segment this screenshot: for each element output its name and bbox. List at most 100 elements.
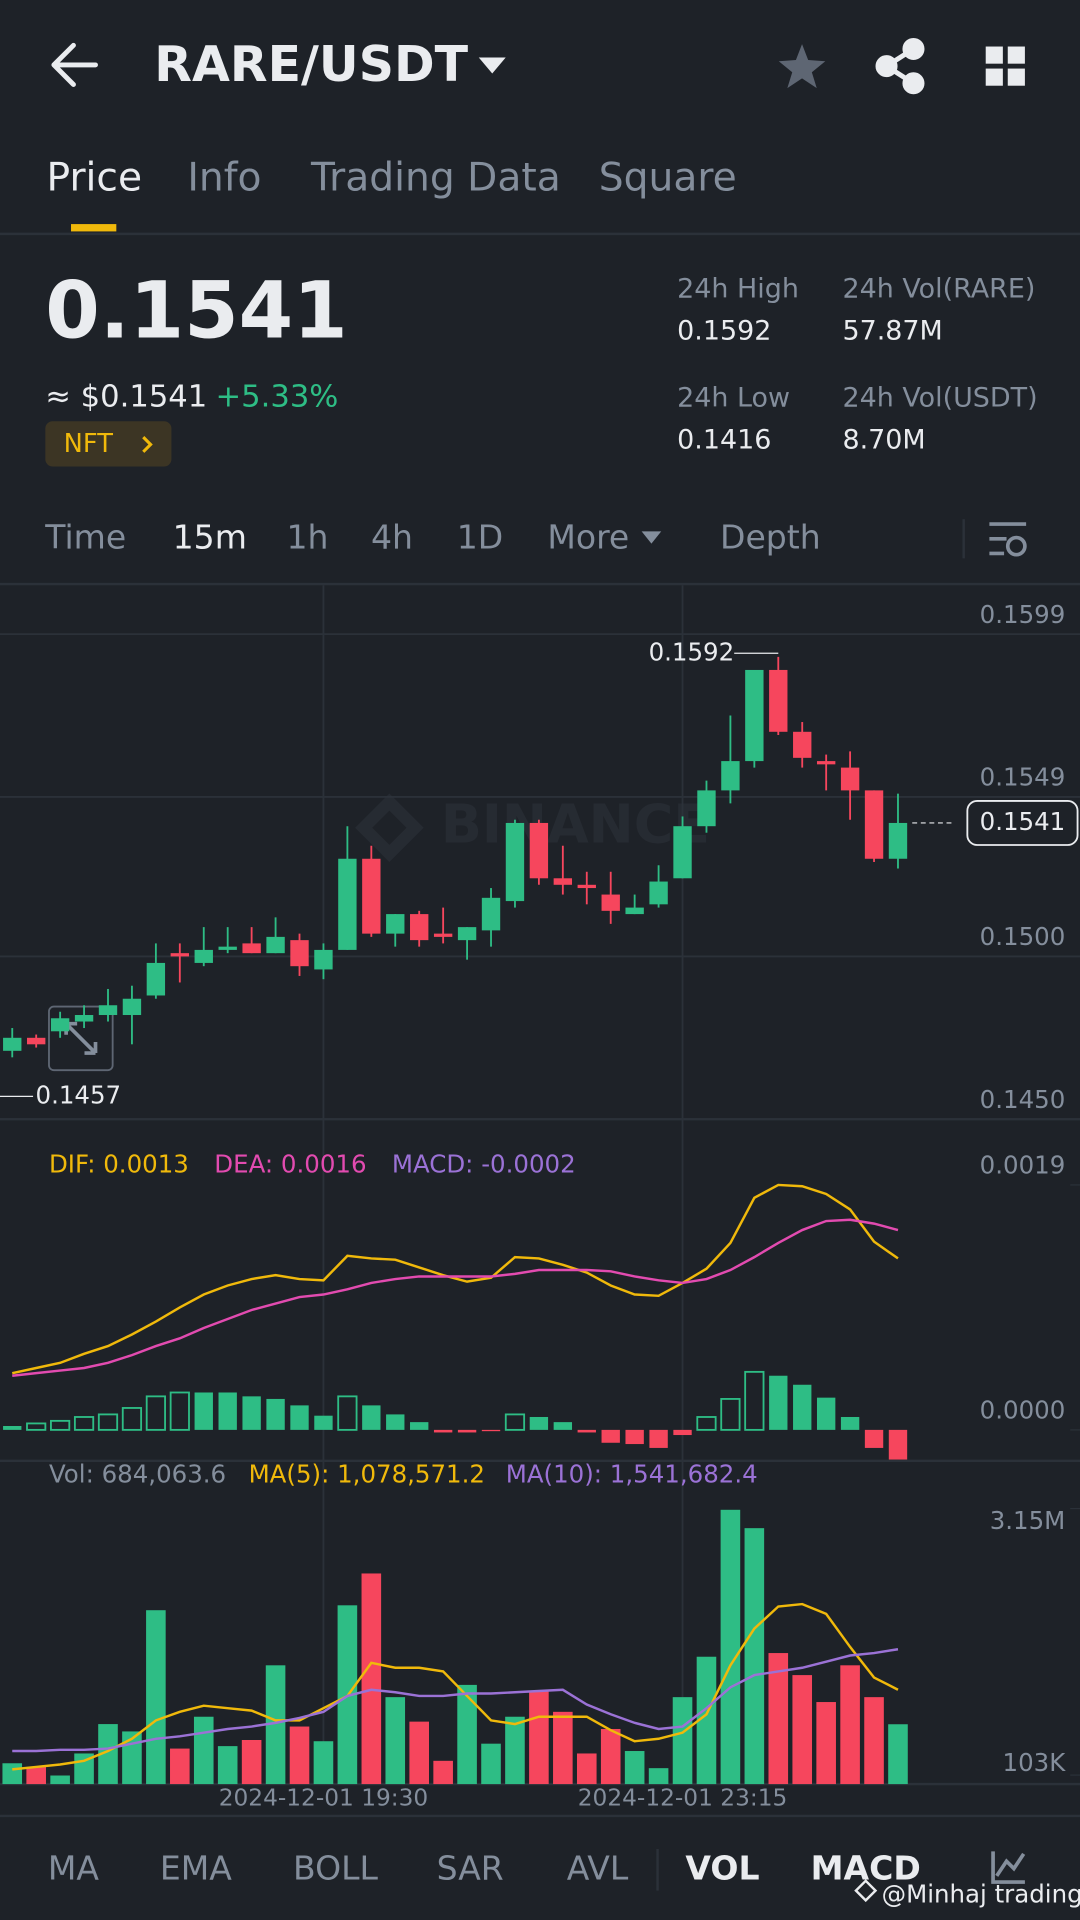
- volume-bar: [505, 1716, 525, 1785]
- macd-bar: [218, 1392, 237, 1430]
- y-tick-label: 0.1450: [980, 1085, 1066, 1114]
- candle-body: [505, 822, 525, 902]
- volume-bar: [744, 1528, 765, 1785]
- macd-bar: [625, 1429, 644, 1445]
- tab[interactable]: Square: [599, 156, 737, 201]
- volume-bar: [816, 1702, 836, 1785]
- volume-bar: [672, 1697, 693, 1785]
- macd-bar: [121, 1407, 143, 1431]
- watermark-text: BINANCE: [441, 792, 710, 855]
- back-button[interactable]: [51, 42, 98, 87]
- indicator[interactable]: BOLL: [293, 1848, 379, 1887]
- macd-bar: [457, 1429, 477, 1433]
- volume-bar: [50, 1775, 70, 1785]
- macd-bar: [744, 1370, 765, 1431]
- pair-title[interactable]: RARE/USDT: [154, 36, 468, 93]
- volume-bar: [553, 1711, 573, 1785]
- tag-badge[interactable]: [45, 421, 172, 467]
- share-icon[interactable]: [875, 37, 925, 95]
- macd-bar: [888, 1429, 908, 1460]
- macd-bar: [504, 1413, 526, 1431]
- macd-line: [11, 1183, 899, 1375]
- macd-bar: [26, 1422, 47, 1431]
- stat-value: 57.87M: [842, 315, 942, 346]
- approx-price: ≈ $0.1541: [45, 379, 207, 414]
- volume-bar: [98, 1724, 118, 1785]
- volume-bar: [696, 1656, 717, 1785]
- macd-bar: [696, 1416, 717, 1431]
- interval[interactable]: More: [547, 517, 629, 556]
- macd-bar: [73, 1416, 95, 1431]
- macd-bar: [337, 1395, 358, 1431]
- volume-bar: [409, 1721, 429, 1785]
- candle-body: [816, 761, 836, 765]
- macd-bar: [529, 1416, 549, 1430]
- candle-body: [721, 761, 740, 791]
- macd-bar: [362, 1405, 381, 1430]
- macd-bar: [793, 1384, 812, 1430]
- indicator[interactable]: SAR: [437, 1848, 504, 1887]
- volume-bar: [600, 1728, 621, 1785]
- volume-legend: Vol: 684,063.6: [49, 1460, 226, 1489]
- favorite-icon[interactable]: [778, 44, 826, 89]
- interval[interactable]: Depth: [720, 517, 821, 556]
- macd-bar: [194, 1392, 213, 1430]
- volume-bar: [792, 1675, 813, 1785]
- volume-bar: [289, 1726, 310, 1785]
- pair-dropdown[interactable]: [478, 57, 506, 74]
- tag-label[interactable]: NFT: [64, 429, 114, 459]
- macd-line: [12, 1218, 899, 1377]
- volume-bar: [576, 1753, 597, 1785]
- legend-entry: MACD: -0.0002: [392, 1150, 576, 1179]
- tab[interactable]: Trading Data: [310, 156, 561, 201]
- candle-body: [266, 936, 285, 954]
- macd-bar: [410, 1422, 429, 1430]
- macd-bar: [577, 1429, 596, 1433]
- indicator[interactable]: MA: [48, 1848, 100, 1887]
- volume-bar: [193, 1716, 214, 1785]
- candle-body: [529, 822, 549, 879]
- volume-bar: [170, 1748, 190, 1785]
- last-price: 0.1541: [45, 265, 347, 356]
- legend-entry: MA(5): 1,078,571.2: [249, 1460, 485, 1489]
- macd-bar: [290, 1405, 309, 1430]
- candle-body: [410, 914, 429, 941]
- stat-value: 0.1592: [677, 315, 771, 346]
- volume-bar: [481, 1743, 501, 1785]
- interval[interactable]: 1h: [287, 517, 329, 556]
- candle-body: [864, 790, 884, 859]
- price-change: +5.33%: [216, 379, 339, 414]
- interval[interactable]: Time: [44, 517, 126, 556]
- macd-bar: [864, 1429, 884, 1448]
- indicator[interactable]: VOL: [685, 1848, 759, 1887]
- candle-body: [3, 1037, 22, 1051]
- y-tick-label: 0.1599: [980, 600, 1066, 629]
- volume-bar: [217, 1746, 238, 1785]
- macd-bar: [769, 1375, 788, 1430]
- y-tick-label: 0.0000: [980, 1396, 1066, 1425]
- interval[interactable]: 1D: [457, 517, 503, 556]
- tag-arrow: [142, 436, 153, 453]
- tab[interactable]: Price: [47, 156, 143, 201]
- chart-settings-icon[interactable]: [989, 522, 1027, 557]
- indicator[interactable]: AVL: [567, 1848, 629, 1887]
- volume-bar: [840, 1665, 860, 1785]
- indicator-settings-icon[interactable]: [991, 1851, 1026, 1884]
- tab[interactable]: Info: [187, 156, 261, 201]
- candle-body: [553, 878, 573, 885]
- volume-bar: [433, 1760, 453, 1785]
- macd-bar: [840, 1416, 860, 1430]
- macd-bar: [3, 1426, 22, 1430]
- interval[interactable]: 15m: [173, 517, 247, 556]
- candle-body: [433, 933, 453, 937]
- macd-bar: [601, 1429, 620, 1443]
- interval[interactable]: 4h: [371, 517, 413, 556]
- layout-icon[interactable]: [985, 46, 1025, 86]
- macd-bar: [266, 1398, 285, 1430]
- macd-bar: [720, 1398, 741, 1431]
- candle-body: [74, 1015, 94, 1022]
- indicator[interactable]: EMA: [160, 1848, 232, 1887]
- y-tick-label: 0.1500: [980, 922, 1066, 951]
- volume-bar: [864, 1697, 884, 1785]
- high-marker-label: 0.1592: [649, 637, 735, 666]
